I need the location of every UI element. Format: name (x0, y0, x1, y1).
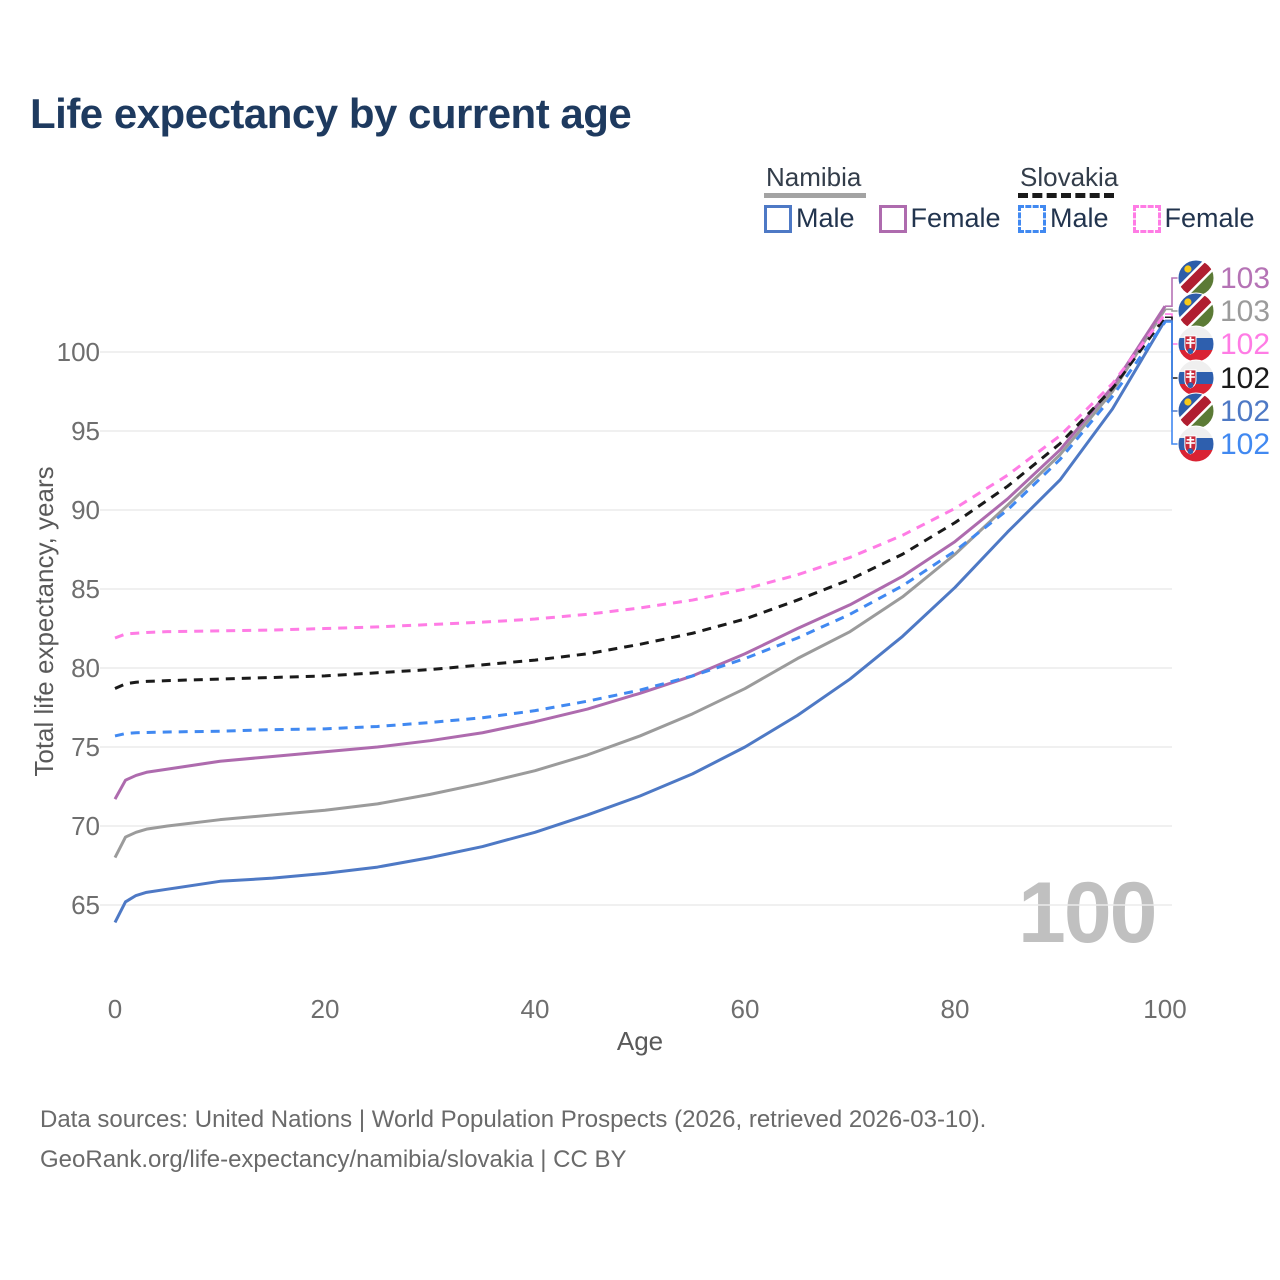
y-tick-label-95: 95 (71, 416, 100, 446)
slovakia-flag-icon (1177, 425, 1215, 463)
slovakia-flag-icon (1177, 359, 1215, 397)
y-tick-label-75: 75 (71, 732, 100, 762)
y-tick-label-90: 90 (71, 495, 100, 525)
end-label-value-slovakia: 102 (1220, 362, 1270, 395)
page-title: Life expectancy by current age (30, 90, 632, 137)
footer-data-sources: Data sources: United Nations | World Pop… (40, 1106, 987, 1133)
slovakia-male-swatch[interactable] (1018, 204, 1046, 233)
namibia-male-swatch[interactable] (764, 204, 792, 233)
end-label-connector-slovakia-male (1165, 321, 1178, 445)
legend-row-slovakia: Male Female (1018, 203, 1275, 234)
end-label-value-namibia-female: 103 (1220, 262, 1270, 295)
end-label-value-namibia-male: 102 (1220, 395, 1270, 428)
x-tick-label-40: 40 (520, 994, 550, 1024)
y-tick-label-65: 65 (71, 890, 100, 920)
y-tick-label-100: 100 (56, 337, 100, 367)
y-axis-title: Total life expectancy, years (29, 466, 59, 777)
legend-row-namibia: Male Female (764, 203, 1021, 234)
series-line-namibia-female[interactable] (113, 305, 1167, 800)
series-line-slovakia-female[interactable] (114, 313, 1167, 640)
end-label-value-slovakia-male: 102 (1220, 428, 1270, 461)
end-label-value-namibia: 103 (1220, 295, 1270, 328)
y-tick-label-70: 70 (71, 811, 100, 841)
x-axis-title: Age (616, 1026, 664, 1056)
end-label-connector-namibia-female (1165, 277, 1178, 307)
x-tick-label-100: 100 (1143, 994, 1187, 1024)
x-tick-label-0: 0 (107, 994, 123, 1024)
legend-country-slovakia[interactable]: Slovakia (1020, 162, 1119, 192)
namibia-male-label[interactable]: Male (796, 203, 855, 233)
series-line-slovakia[interactable] (114, 316, 1167, 690)
slovakia-female-swatch[interactable] (1132, 204, 1161, 233)
x-tick-label-20: 20 (310, 994, 340, 1024)
y-tick-label-80: 80 (71, 653, 100, 683)
slovakia-female-label[interactable]: Female (1164, 203, 1255, 233)
x-tick-label-80: 80 (940, 994, 970, 1024)
namibia-female-label[interactable]: Female (910, 203, 1001, 233)
series-line-slovakia-male[interactable] (114, 321, 1167, 738)
legend-country-namibia[interactable]: Namibia (766, 162, 862, 192)
end-label-value-slovakia-female: 102 (1220, 328, 1270, 361)
footer-url-license[interactable]: GeoRank.org/life-expectancy/namibia/slov… (40, 1146, 627, 1173)
slovakia-flag-icon (1177, 325, 1215, 363)
y-tick-label-85: 85 (71, 574, 100, 604)
series-line-namibia-male[interactable] (113, 319, 1167, 924)
slovakia-male-label[interactable]: Male (1050, 203, 1109, 233)
x-tick-label-60: 60 (730, 994, 760, 1024)
namibia-female-swatch[interactable] (878, 204, 907, 233)
namibia-line-key[interactable] (764, 193, 866, 198)
end-label-connector-namibia (1165, 308, 1178, 312)
series-line-namibia[interactable] (113, 308, 1167, 859)
slovakia-line-key[interactable] (1018, 193, 1114, 198)
age-watermark: 100 (1018, 865, 1157, 961)
